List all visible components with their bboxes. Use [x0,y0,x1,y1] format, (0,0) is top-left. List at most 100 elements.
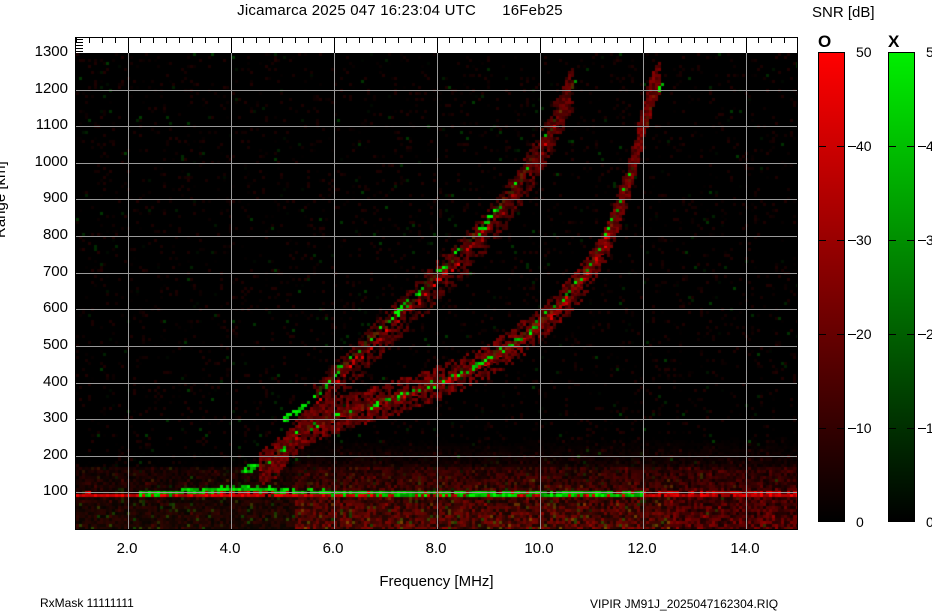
colorbar-tick [918,240,926,241]
x-axis-minor-tick [76,38,77,43]
colorbar-tick [907,240,915,241]
ionogram-data-area [76,53,797,529]
gridline-horizontal [76,163,797,164]
x-axis-minor-tick [733,38,734,43]
gridline-horizontal [76,492,797,493]
gridline-vertical [128,53,129,529]
gridline-horizontal [76,199,797,200]
x-axis-minor-tick [102,38,103,43]
colorbar-tick [848,146,856,147]
colorbar-o-gradient [818,52,845,522]
ionogram-plot [75,37,798,530]
colorbar-tick-label: 10 [926,420,932,436]
x-axis-tick-label: 14.0 [730,540,760,557]
x-axis-minor-tick [720,38,721,43]
x-axis-tick [437,38,438,53]
gridline-vertical [540,53,541,529]
x-axis-minor-tick [153,38,154,43]
gridline-horizontal [76,273,797,274]
x-axis-minor-tick [269,38,270,43]
x-axis-minor-tick [218,38,219,43]
x-axis-minor-tick [205,38,206,43]
colorbar-tick [837,428,845,429]
x-axis-tick [334,38,335,53]
x-axis-tick-label: 2.0 [116,540,138,557]
x-axis-tick-label: 4.0 [219,540,241,557]
y-axis-tick-label: 400 [42,373,68,390]
x-axis-tick [540,38,541,53]
y-axis-tick-label: 100 [42,482,68,499]
colorbar-tick [818,334,826,335]
page-title: Jicamarca 2025 047 16:23:04 UTC 16Feb25 [237,2,563,19]
colorbar-tick [837,334,845,335]
colorbar-tick [818,240,826,241]
colorbar-tick-label: 40 [856,138,872,154]
colorbar-tick-label: 0 [856,514,864,530]
x-axis-minor-tick [681,38,682,43]
x-axis-minor-tick [243,38,244,43]
colorbar-tick [918,428,926,429]
x-axis-minor-tick [475,38,476,43]
colorbar-tick-label: 50 [856,44,872,60]
x-axis-minor-tick [385,38,386,43]
colorbar-tick [888,428,896,429]
x-axis-tick [128,38,129,53]
colorbar-tick [888,334,896,335]
x-axis-minor-tick [552,38,553,43]
x-axis-minor-tick [282,38,283,43]
colorbar-o-mode-label: O [818,32,832,51]
x-axis-minor-tick [359,38,360,43]
y-axis-tick-label: 600 [42,299,68,316]
gridline-horizontal [76,419,797,420]
x-axis-minor-tick [527,38,528,43]
x-axis-minor-tick [295,38,296,43]
y-axis-tick-label: 200 [42,446,68,463]
y-axis-tick-label: 500 [42,336,68,353]
y-axis-tick-label: 1200 [34,80,68,97]
x-axis-minor-tick [514,38,515,43]
x-axis-minor-tick [668,38,669,43]
gridline-vertical [643,53,644,529]
colorbar-tick [888,240,896,241]
x-axis-minor-tick [758,38,759,43]
x-axis-minor-tick [115,38,116,43]
y-axis-tick-label: 800 [42,226,68,243]
y-axis-tick-label: 1100 [35,116,68,133]
x-axis-minor-tick [321,38,322,43]
x-axis-minor-tick [166,38,167,43]
x-axis-minor-tick [462,38,463,43]
x-axis-minor-tick [192,38,193,43]
colorbar-x-gradient [888,52,915,522]
colorbar-x-mode-label: X [888,32,900,51]
colorbar-tick [837,240,845,241]
x-axis-minor-tick [771,38,772,43]
colorbar-tick-label: 0 [926,514,932,530]
colorbar-tick-label: 20 [856,326,872,342]
x-axis-minor-tick [140,38,141,43]
colorbar-tick-label: 50 [926,44,932,60]
colorbar-tick [848,240,856,241]
gridline-vertical [334,53,335,529]
colorbar-tick-label: 30 [926,232,932,248]
gridline-horizontal [76,456,797,457]
x-axis-minor-tick [308,38,309,43]
x-axis-tick [746,38,747,53]
colorbar-tick [818,146,826,147]
x-axis-minor-tick [604,38,605,43]
y-axis-tick-label: 900 [42,189,68,206]
x-axis-minor-tick [617,38,618,43]
y-axis-minor-tick [76,42,83,43]
y-axis-minor-tick [76,39,83,40]
gridline-horizontal [76,346,797,347]
y-axis-tick-label: 1000 [34,153,68,170]
colorbar-tick [837,146,845,147]
colorbar-tick [818,428,826,429]
colorbar-tick [888,146,896,147]
x-axis-tick-label: 12.0 [627,540,657,557]
x-axis-tick [231,38,232,53]
gridline-horizontal [76,236,797,237]
x-axis-label: Frequency [MHz] [379,573,494,590]
x-axis-tick-label: 10.0 [524,540,554,557]
y-axis-minor-tick [76,51,83,52]
x-axis-minor-tick [630,38,631,43]
